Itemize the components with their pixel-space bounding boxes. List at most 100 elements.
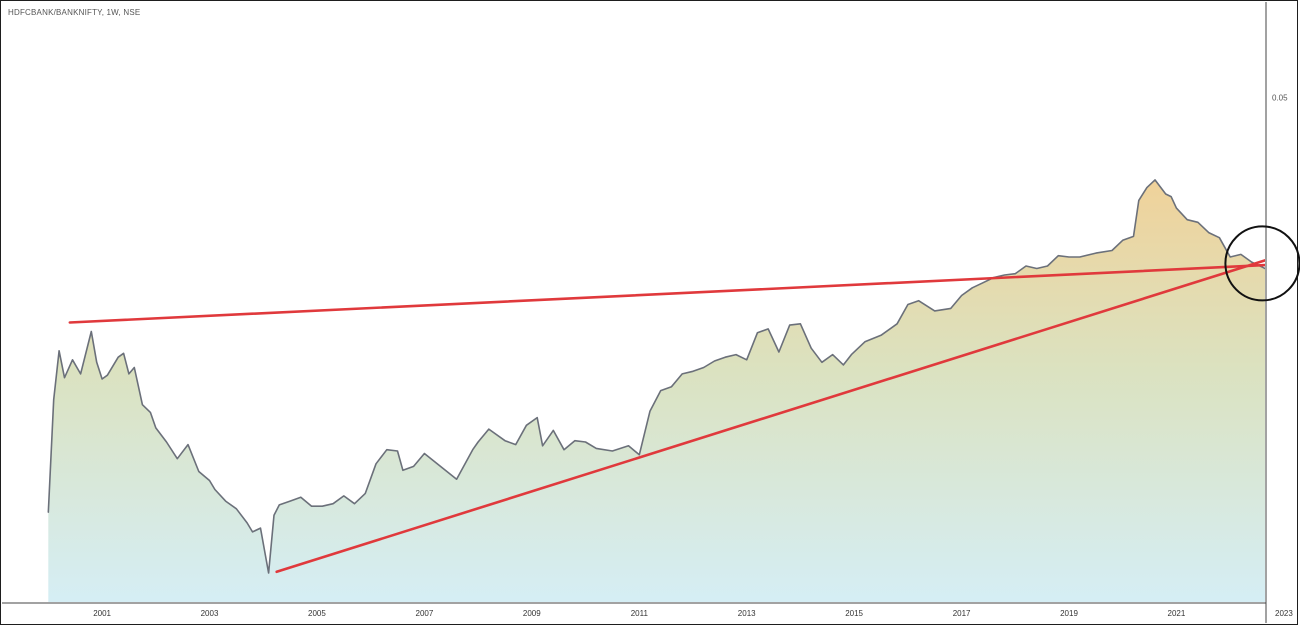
data-point xyxy=(155,427,157,429)
data-point xyxy=(397,450,398,452)
data-point xyxy=(1133,236,1134,237)
data-point xyxy=(821,361,823,363)
data-point xyxy=(1146,187,1148,189)
data-point xyxy=(246,522,248,524)
data-point xyxy=(671,386,672,388)
data-point xyxy=(563,449,565,451)
data-point xyxy=(321,505,323,507)
data-point xyxy=(1154,179,1156,181)
data-point xyxy=(477,441,479,443)
data-point xyxy=(1208,232,1210,234)
data-point xyxy=(714,360,715,362)
data-point xyxy=(504,440,506,442)
data-point xyxy=(128,373,130,375)
data-point xyxy=(142,404,143,406)
data-point xyxy=(402,469,404,471)
data-point xyxy=(252,531,253,533)
data-point xyxy=(757,332,758,334)
data-point xyxy=(456,478,457,480)
data-point xyxy=(413,466,414,467)
data-point xyxy=(1122,239,1124,241)
data-point xyxy=(1025,265,1027,267)
data-point xyxy=(789,324,791,326)
area-fill xyxy=(48,179,1265,602)
data-point xyxy=(735,354,737,355)
data-point xyxy=(542,445,543,447)
data-point xyxy=(187,444,189,445)
data-point xyxy=(832,354,833,355)
data-point xyxy=(47,512,49,513)
data-point xyxy=(375,463,377,465)
data-point xyxy=(96,361,98,363)
data-point xyxy=(536,417,538,418)
data-point xyxy=(225,500,227,502)
data-point xyxy=(800,323,801,325)
data-point xyxy=(289,500,291,502)
data-point xyxy=(628,445,629,447)
data-point xyxy=(101,378,103,380)
data-point xyxy=(278,504,280,506)
data-point xyxy=(692,370,694,372)
data-point xyxy=(1138,200,1140,201)
data-point xyxy=(354,503,355,505)
data-point xyxy=(515,444,517,445)
x-tick-label: 2017 xyxy=(953,609,971,618)
data-point xyxy=(703,367,705,368)
x-tick-label: 2019 xyxy=(1060,609,1078,618)
data-point xyxy=(176,458,178,460)
data-point xyxy=(209,480,210,481)
data-point xyxy=(80,373,81,375)
data-point xyxy=(950,308,952,309)
data-point xyxy=(1170,196,1172,198)
data-point xyxy=(1176,207,1177,209)
data-point xyxy=(585,441,586,443)
data-point xyxy=(982,282,984,284)
data-point xyxy=(300,496,302,498)
data-point xyxy=(1281,277,1282,278)
data-point xyxy=(273,514,275,516)
data-point xyxy=(778,351,780,353)
data-point xyxy=(880,334,882,336)
data-point xyxy=(660,390,662,391)
data-point xyxy=(1047,265,1048,267)
data-point xyxy=(440,466,441,467)
data-point xyxy=(526,424,527,426)
x-tick-label: 2003 xyxy=(201,609,219,618)
data-point xyxy=(214,489,216,490)
data-point xyxy=(934,310,936,312)
data-point xyxy=(1004,274,1005,276)
data-point xyxy=(260,527,261,529)
trendline xyxy=(68,263,1265,324)
data-point xyxy=(1262,266,1263,268)
data-point xyxy=(918,300,919,302)
x-tick-label: 2015 xyxy=(845,609,863,618)
data-point xyxy=(90,331,92,332)
data-point xyxy=(332,503,334,505)
data-point xyxy=(236,508,237,510)
data-point xyxy=(133,367,135,368)
data-point xyxy=(767,328,769,330)
data-point xyxy=(595,448,597,449)
data-point xyxy=(552,430,554,431)
data-point xyxy=(488,428,490,430)
x-tick-label: 2023 xyxy=(1275,609,1293,618)
data-point xyxy=(1240,254,1242,255)
y-tick-label: 0.05 xyxy=(1272,94,1288,103)
data-point xyxy=(612,450,613,452)
x-tick-label: 2021 xyxy=(1168,609,1186,618)
data-point xyxy=(1079,256,1081,258)
data-point xyxy=(724,356,726,358)
data-point xyxy=(53,399,55,400)
data-point xyxy=(1219,237,1220,239)
y-axis: 0.05 xyxy=(1272,94,1288,103)
x-tick-label: 2011 xyxy=(631,609,649,618)
data-point xyxy=(424,453,425,454)
x-tick-label: 2005 xyxy=(308,609,326,618)
data-point xyxy=(1270,271,1271,272)
data-point xyxy=(1186,219,1188,221)
data-point xyxy=(810,347,812,349)
data-point xyxy=(123,352,124,354)
data-point xyxy=(472,449,474,451)
data-point xyxy=(364,493,366,494)
